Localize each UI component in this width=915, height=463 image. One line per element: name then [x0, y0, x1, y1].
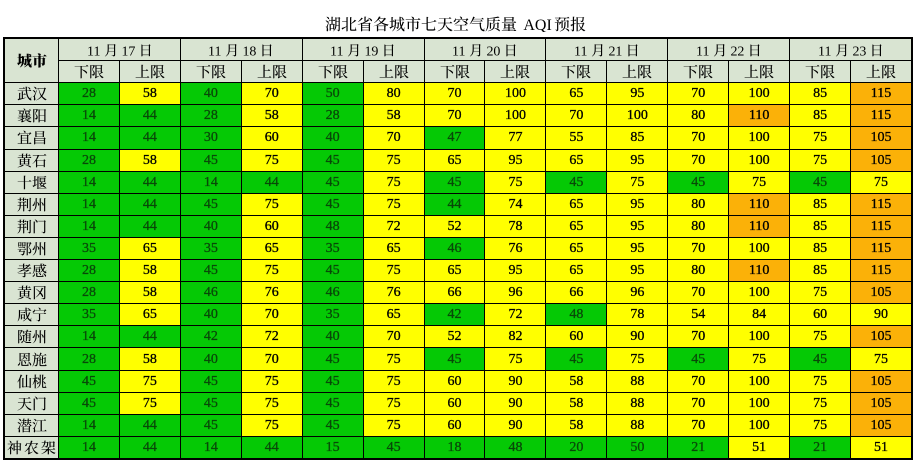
svg-text:11: 11	[330, 44, 343, 57]
svg-text:11: 11	[818, 44, 831, 57]
svg-text:11: 11	[452, 44, 465, 57]
svg-text:17: 17	[121, 44, 135, 57]
svg-text:18: 18	[243, 44, 257, 57]
svg-text:19: 19	[365, 44, 379, 57]
svg-text:11: 11	[574, 44, 587, 57]
svg-text:11: 11	[696, 44, 709, 57]
svg-text:22: 22	[730, 44, 744, 57]
svg-text:21: 21	[608, 44, 622, 57]
svg-text:11: 11	[87, 44, 100, 57]
svg-text:AQI: AQI	[523, 17, 551, 32]
svg-text:23: 23	[852, 44, 866, 57]
svg-text:20: 20	[487, 44, 501, 57]
svg-text:11: 11	[208, 44, 221, 57]
